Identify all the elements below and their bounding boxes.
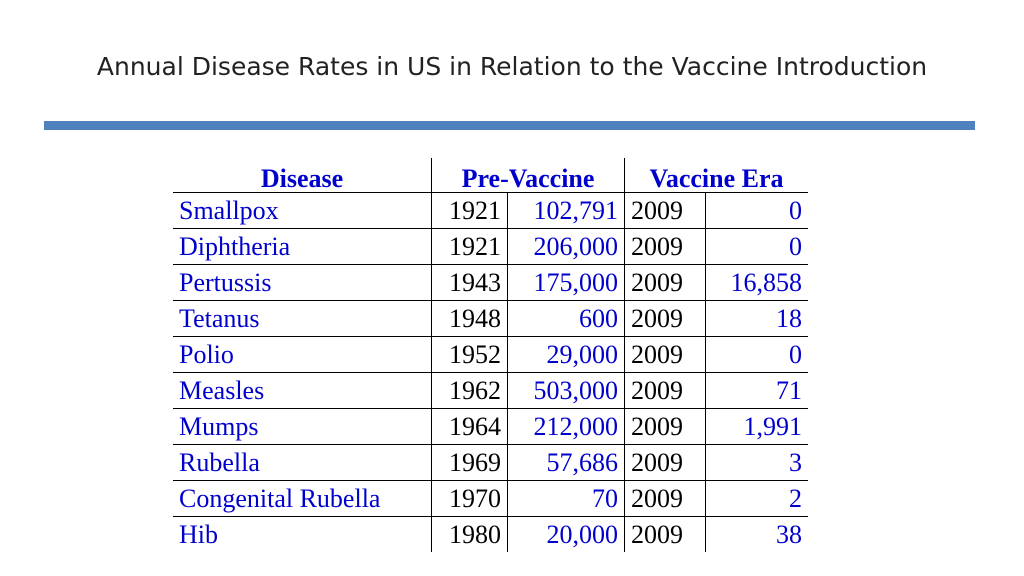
cell-era-cases: 18 <box>705 300 808 337</box>
cell-pre-cases: 57,686 <box>507 444 625 481</box>
header-pre-vaccine: Pre-Vaccine <box>431 158 625 193</box>
cell-disease: Tetanus <box>173 300 432 337</box>
cell-era-cases: 38 <box>705 516 808 552</box>
cell-disease: Rubella <box>173 444 432 481</box>
cell-era-year: 2009 <box>624 516 706 552</box>
table-row: Tetanus 1948 600 2009 18 <box>173 300 808 337</box>
cell-era-cases: 3 <box>705 444 808 481</box>
cell-pre-year: 1921 <box>431 192 508 229</box>
cell-era-year: 2009 <box>624 300 706 337</box>
cell-pre-cases: 503,000 <box>507 372 625 409</box>
disease-rates-table: Disease Pre-Vaccine Vaccine Era Smallpox… <box>173 158 808 552</box>
table-row: Smallpox 1921 102,791 2009 0 <box>173 192 808 229</box>
cell-pre-cases: 102,791 <box>507 192 625 229</box>
table-header-row: Disease Pre-Vaccine Vaccine Era <box>173 158 808 193</box>
cell-disease: Measles <box>173 372 432 409</box>
cell-pre-cases: 600 <box>507 300 625 337</box>
cell-disease: Polio <box>173 336 432 373</box>
cell-pre-year: 1943 <box>431 264 508 301</box>
cell-pre-year: 1970 <box>431 480 508 517</box>
cell-disease: Mumps <box>173 408 432 445</box>
cell-pre-year: 1980 <box>431 516 508 552</box>
cell-disease: Hib <box>173 516 432 552</box>
cell-era-cases: 2 <box>705 480 808 517</box>
cell-pre-year: 1952 <box>431 336 508 373</box>
cell-pre-year: 1962 <box>431 372 508 409</box>
cell-disease: Pertussis <box>173 264 432 301</box>
cell-pre-year: 1921 <box>431 228 508 265</box>
cell-pre-year: 1964 <box>431 408 508 445</box>
table-row: Rubella 1969 57,686 2009 3 <box>173 444 808 481</box>
cell-era-cases: 1,991 <box>705 408 808 445</box>
header-vaccine-era: Vaccine Era <box>624 158 808 193</box>
table-row: Measles 1962 503,000 2009 71 <box>173 372 808 409</box>
cell-pre-cases: 175,000 <box>507 264 625 301</box>
cell-era-year: 2009 <box>624 336 706 373</box>
table-row: Mumps 1964 212,000 2009 1,991 <box>173 408 808 445</box>
cell-era-cases: 16,858 <box>705 264 808 301</box>
cell-disease: Diphtheria <box>173 228 432 265</box>
table-row: Polio 1952 29,000 2009 0 <box>173 336 808 373</box>
title-divider <box>44 121 975 130</box>
table-row: Hib 1980 20,000 2009 38 <box>173 516 808 552</box>
cell-pre-cases: 206,000 <box>507 228 625 265</box>
cell-pre-cases: 212,000 <box>507 408 625 445</box>
cell-era-year: 2009 <box>624 228 706 265</box>
cell-disease: Congenital Rubella <box>173 480 432 517</box>
slide-title: Annual Disease Rates in US in Relation t… <box>96 52 928 81</box>
cell-pre-cases: 29,000 <box>507 336 625 373</box>
cell-era-year: 2009 <box>624 444 706 481</box>
table-row: Diphtheria 1921 206,000 2009 0 <box>173 228 808 265</box>
cell-era-year: 2009 <box>624 480 706 517</box>
cell-disease: Smallpox <box>173 192 432 229</box>
cell-era-year: 2009 <box>624 372 706 409</box>
cell-pre-year: 1948 <box>431 300 508 337</box>
cell-pre-cases: 70 <box>507 480 625 517</box>
cell-era-cases: 0 <box>705 336 808 373</box>
header-disease: Disease <box>173 158 432 193</box>
table-row: Congenital Rubella 1970 70 2009 2 <box>173 480 808 517</box>
cell-pre-year: 1969 <box>431 444 508 481</box>
table-row: Pertussis 1943 175,000 2009 16,858 <box>173 264 808 301</box>
cell-era-year: 2009 <box>624 192 706 229</box>
cell-era-cases: 0 <box>705 192 808 229</box>
cell-era-cases: 0 <box>705 228 808 265</box>
cell-era-cases: 71 <box>705 372 808 409</box>
cell-pre-cases: 20,000 <box>507 516 625 552</box>
cell-era-year: 2009 <box>624 264 706 301</box>
cell-era-year: 2009 <box>624 408 706 445</box>
